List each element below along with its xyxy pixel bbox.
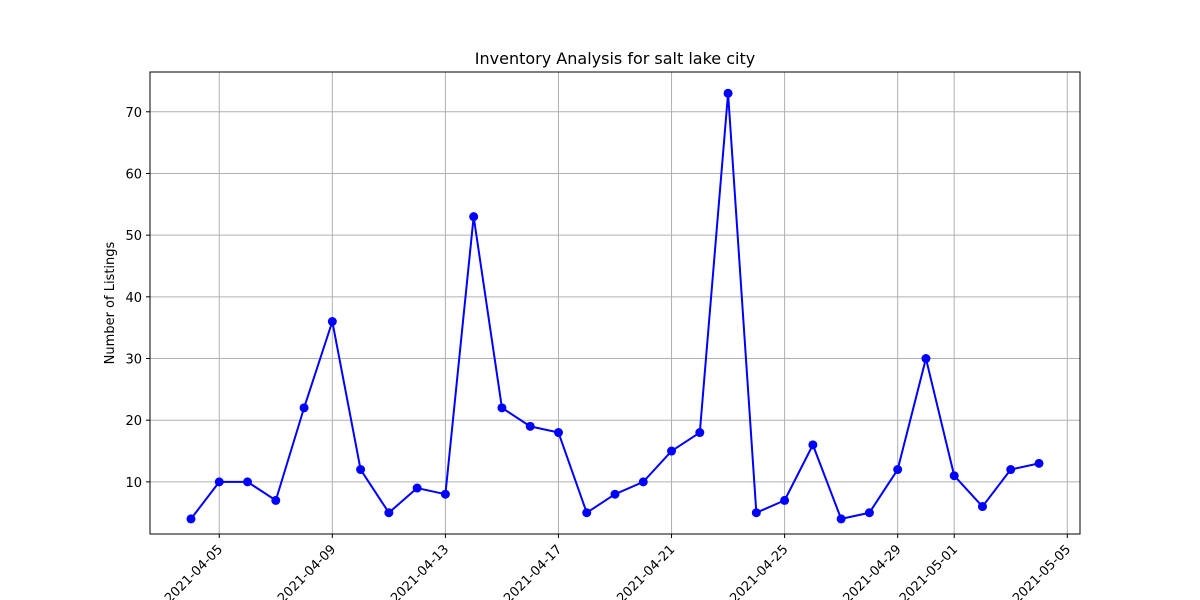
data-series (186, 88, 1044, 524)
data-point (977, 502, 987, 512)
y-tick-label: 60 (125, 167, 142, 182)
y-tick-label: 20 (125, 414, 142, 429)
data-point (412, 483, 422, 493)
data-point (214, 477, 224, 487)
data-point (440, 489, 450, 499)
data-point (186, 514, 196, 524)
data-point (1006, 465, 1016, 475)
y-tick-label: 50 (125, 229, 142, 244)
x-tick-label: 2021-04-09 (275, 542, 339, 600)
data-point (864, 508, 874, 518)
x-tick-label: 2021-04-13 (388, 542, 452, 600)
data-point (723, 88, 733, 98)
data-point (384, 508, 394, 518)
x-tick-label: 2021-04-21 (614, 542, 678, 600)
data-point (751, 508, 761, 518)
data-point (667, 446, 677, 456)
data-point (243, 477, 253, 487)
x-tick-label: 2021-05-05 (1010, 542, 1074, 600)
data-point (921, 354, 931, 364)
y-axis-label: Number of Listings (103, 241, 118, 364)
plot-frame (149, 71, 1081, 535)
grid-lines (150, 72, 1080, 534)
axis-ticks: 10 20 30 40 50 60 70 2021-04-05 2021-04-09 2021-0… (125, 106, 1074, 600)
series-line (190, 92, 1040, 520)
data-point (1034, 458, 1044, 468)
data-point (949, 471, 959, 481)
x-tick-label: 2021-05-01 (897, 542, 961, 600)
data-point (525, 421, 535, 431)
x-tick-label: 2021-04-25 (727, 542, 791, 600)
x-tick-label: 2021-04-17 (501, 542, 565, 600)
data-point (893, 465, 903, 475)
chart-title: Inventory Analysis for salt lake city (475, 49, 755, 68)
y-tick-label: 40 (125, 291, 142, 306)
y-tick-label: 70 (125, 106, 142, 121)
data-point (327, 317, 337, 327)
data-point (356, 465, 366, 475)
data-point (836, 514, 846, 524)
x-tick-label: 2021-04-05 (162, 542, 226, 600)
data-point (469, 212, 479, 222)
data-point (497, 403, 507, 413)
data-point (299, 403, 309, 413)
data-point (582, 508, 592, 518)
data-point (638, 477, 648, 487)
y-tick-label: 30 (125, 353, 142, 368)
data-point (553, 428, 563, 438)
y-tick-label: 10 (125, 476, 142, 491)
data-point (695, 428, 705, 438)
data-point (780, 495, 790, 505)
data-point (271, 495, 281, 505)
data-point (610, 489, 620, 499)
x-tick-label: 2021-04-29 (840, 542, 904, 600)
data-point (808, 440, 818, 450)
